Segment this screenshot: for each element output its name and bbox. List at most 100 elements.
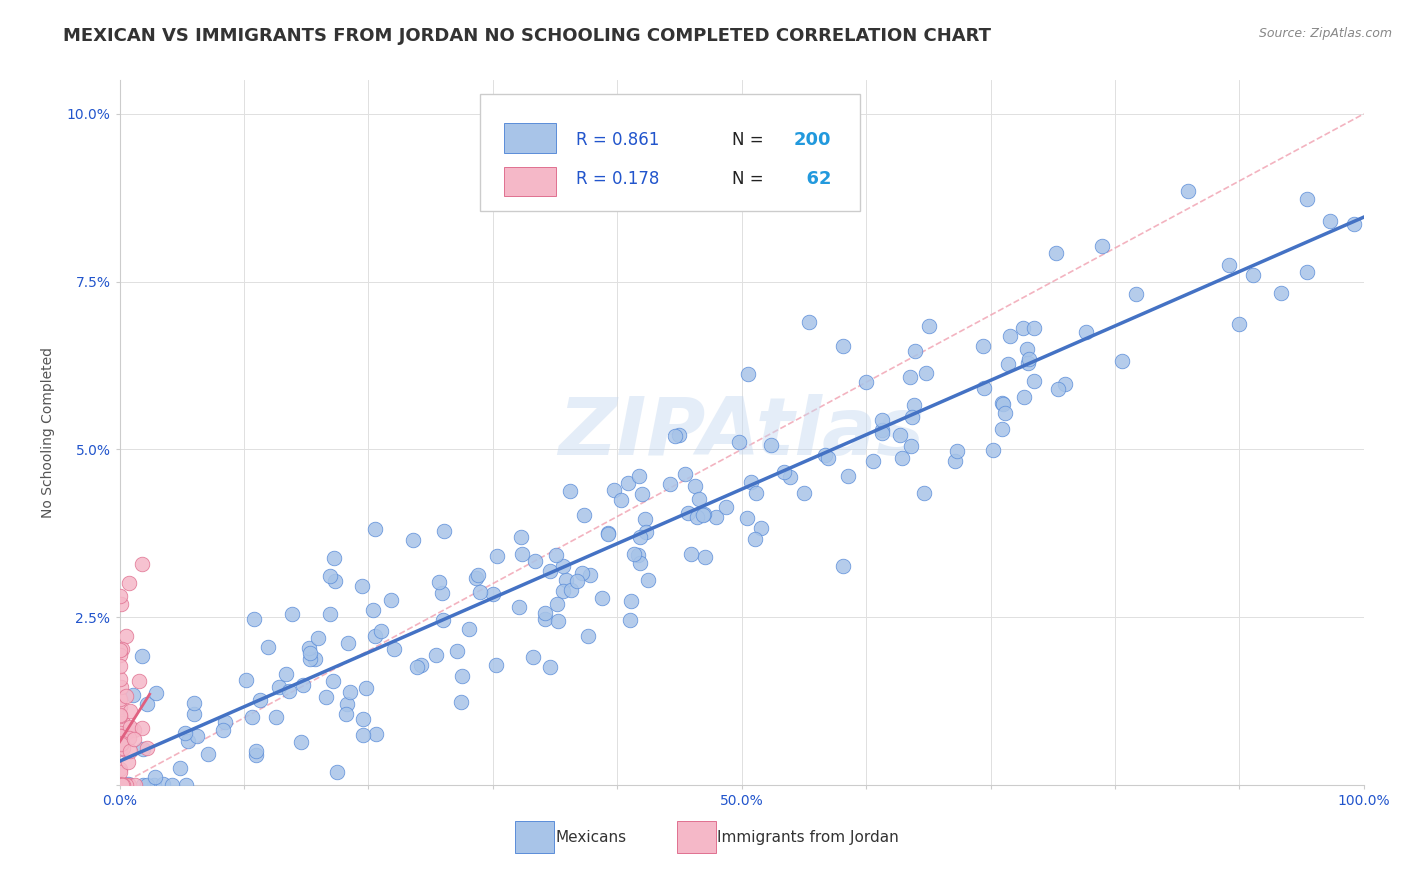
Point <box>325 765 347 780</box>
Point <box>793 486 815 500</box>
Point <box>122 688 145 702</box>
Point <box>744 485 766 500</box>
Point <box>281 607 304 621</box>
Point <box>118 778 141 792</box>
Text: Immigrants from Jordan: Immigrants from Jordan <box>717 830 898 846</box>
Point <box>1177 184 1199 198</box>
Point <box>299 646 322 660</box>
Point <box>898 370 921 384</box>
Text: N =: N = <box>731 170 763 188</box>
Point <box>111 778 134 792</box>
Point <box>108 778 131 792</box>
Point <box>862 454 884 468</box>
Point <box>110 729 132 743</box>
Point <box>124 778 146 792</box>
Point <box>673 467 696 481</box>
Point <box>891 450 914 465</box>
Point <box>409 658 432 673</box>
Point <box>676 506 699 520</box>
Point <box>1017 356 1039 370</box>
Point <box>627 469 650 483</box>
Text: ZIPAtlas: ZIPAtlas <box>558 393 925 472</box>
Point <box>290 735 312 749</box>
Point <box>245 747 267 762</box>
Point <box>579 567 602 582</box>
Point <box>276 667 298 681</box>
Point <box>1015 343 1038 357</box>
Point <box>111 778 134 792</box>
Point <box>943 454 966 468</box>
Point <box>619 614 641 628</box>
Point <box>108 778 131 792</box>
Point <box>183 707 205 722</box>
Point <box>128 673 150 688</box>
Point <box>740 475 762 490</box>
Point <box>509 530 531 544</box>
Point <box>108 762 131 776</box>
Point <box>108 643 131 657</box>
Point <box>402 533 425 548</box>
Point <box>446 644 468 658</box>
Point <box>120 744 142 758</box>
Point <box>292 678 315 692</box>
Point <box>352 728 374 742</box>
Point <box>617 475 640 490</box>
Point <box>152 777 174 791</box>
Point <box>522 650 544 665</box>
Point <box>450 695 472 709</box>
Point <box>1218 258 1240 272</box>
Point <box>467 567 489 582</box>
Point <box>169 761 191 775</box>
Point <box>973 381 995 395</box>
FancyBboxPatch shape <box>481 95 860 211</box>
Point <box>142 778 165 792</box>
Point <box>918 319 941 334</box>
Point <box>111 778 134 792</box>
Point <box>773 465 796 479</box>
Point <box>432 585 454 599</box>
Point <box>183 696 205 710</box>
Point <box>186 730 208 744</box>
Point <box>136 740 159 755</box>
Point <box>110 691 132 706</box>
Point <box>596 525 619 540</box>
Point <box>994 406 1017 420</box>
Point <box>686 510 709 524</box>
Point <box>693 507 716 521</box>
Point <box>1047 382 1070 396</box>
Point <box>143 770 166 784</box>
Point <box>571 566 593 581</box>
Point <box>546 597 568 611</box>
Point <box>946 444 969 458</box>
Point <box>114 778 136 792</box>
Point <box>131 557 153 571</box>
Point <box>108 778 131 792</box>
Point <box>990 422 1012 436</box>
Point <box>197 747 219 761</box>
Point <box>831 339 853 353</box>
FancyBboxPatch shape <box>503 167 557 196</box>
Point <box>117 756 139 770</box>
Point <box>110 680 132 694</box>
Point <box>814 448 837 462</box>
Point <box>315 690 337 705</box>
Point <box>245 744 267 758</box>
Point <box>382 642 405 657</box>
Point <box>249 693 271 707</box>
Point <box>658 477 681 491</box>
Point <box>997 357 1019 371</box>
Point <box>363 522 385 536</box>
Point <box>482 587 505 601</box>
Text: MEXICAN VS IMMIGRANTS FROM JORDAN NO SCHOOLING COMPLETED CORRELATION CHART: MEXICAN VS IMMIGRANTS FROM JORDAN NO SCH… <box>63 27 991 45</box>
Point <box>124 723 146 737</box>
Point <box>380 592 402 607</box>
Point <box>630 487 652 501</box>
Point <box>470 585 492 599</box>
Point <box>900 410 922 425</box>
Point <box>118 704 141 718</box>
Text: 200: 200 <box>794 131 831 149</box>
Point <box>111 778 134 792</box>
Point <box>749 521 772 535</box>
Point <box>174 778 197 792</box>
Point <box>131 721 153 735</box>
